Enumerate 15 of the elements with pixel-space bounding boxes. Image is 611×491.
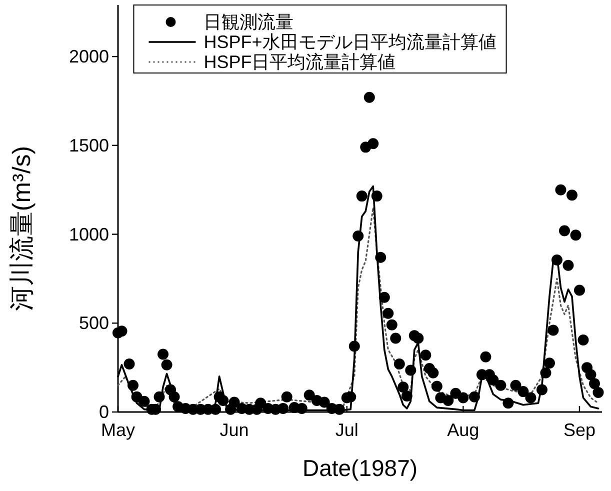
x-axis-title: Date(1987) — [302, 455, 418, 481]
y-tick-label: 1000 — [68, 224, 109, 244]
legend-label: HSPF日平均流量計算値 — [204, 52, 396, 72]
y-axis-title: 河川流量(m³/s) — [8, 146, 36, 312]
x-tick-label: Jul — [335, 420, 358, 440]
y-tick-label: 1500 — [68, 135, 109, 156]
y-tick-label: 2000 — [68, 46, 109, 67]
y-tick-label: 500 — [78, 313, 109, 334]
y-tick-label: 0 — [98, 402, 109, 422]
legend-label: 日観測流量 — [204, 12, 294, 32]
legend-label: HSPF+水田モデル日平均流量計算値 — [204, 32, 496, 52]
x-tick-label: May — [100, 420, 136, 440]
x-tick-label: Jun — [220, 420, 249, 440]
x-tick-label: Aug — [447, 420, 480, 440]
x-tick-label: Sep — [563, 420, 596, 440]
